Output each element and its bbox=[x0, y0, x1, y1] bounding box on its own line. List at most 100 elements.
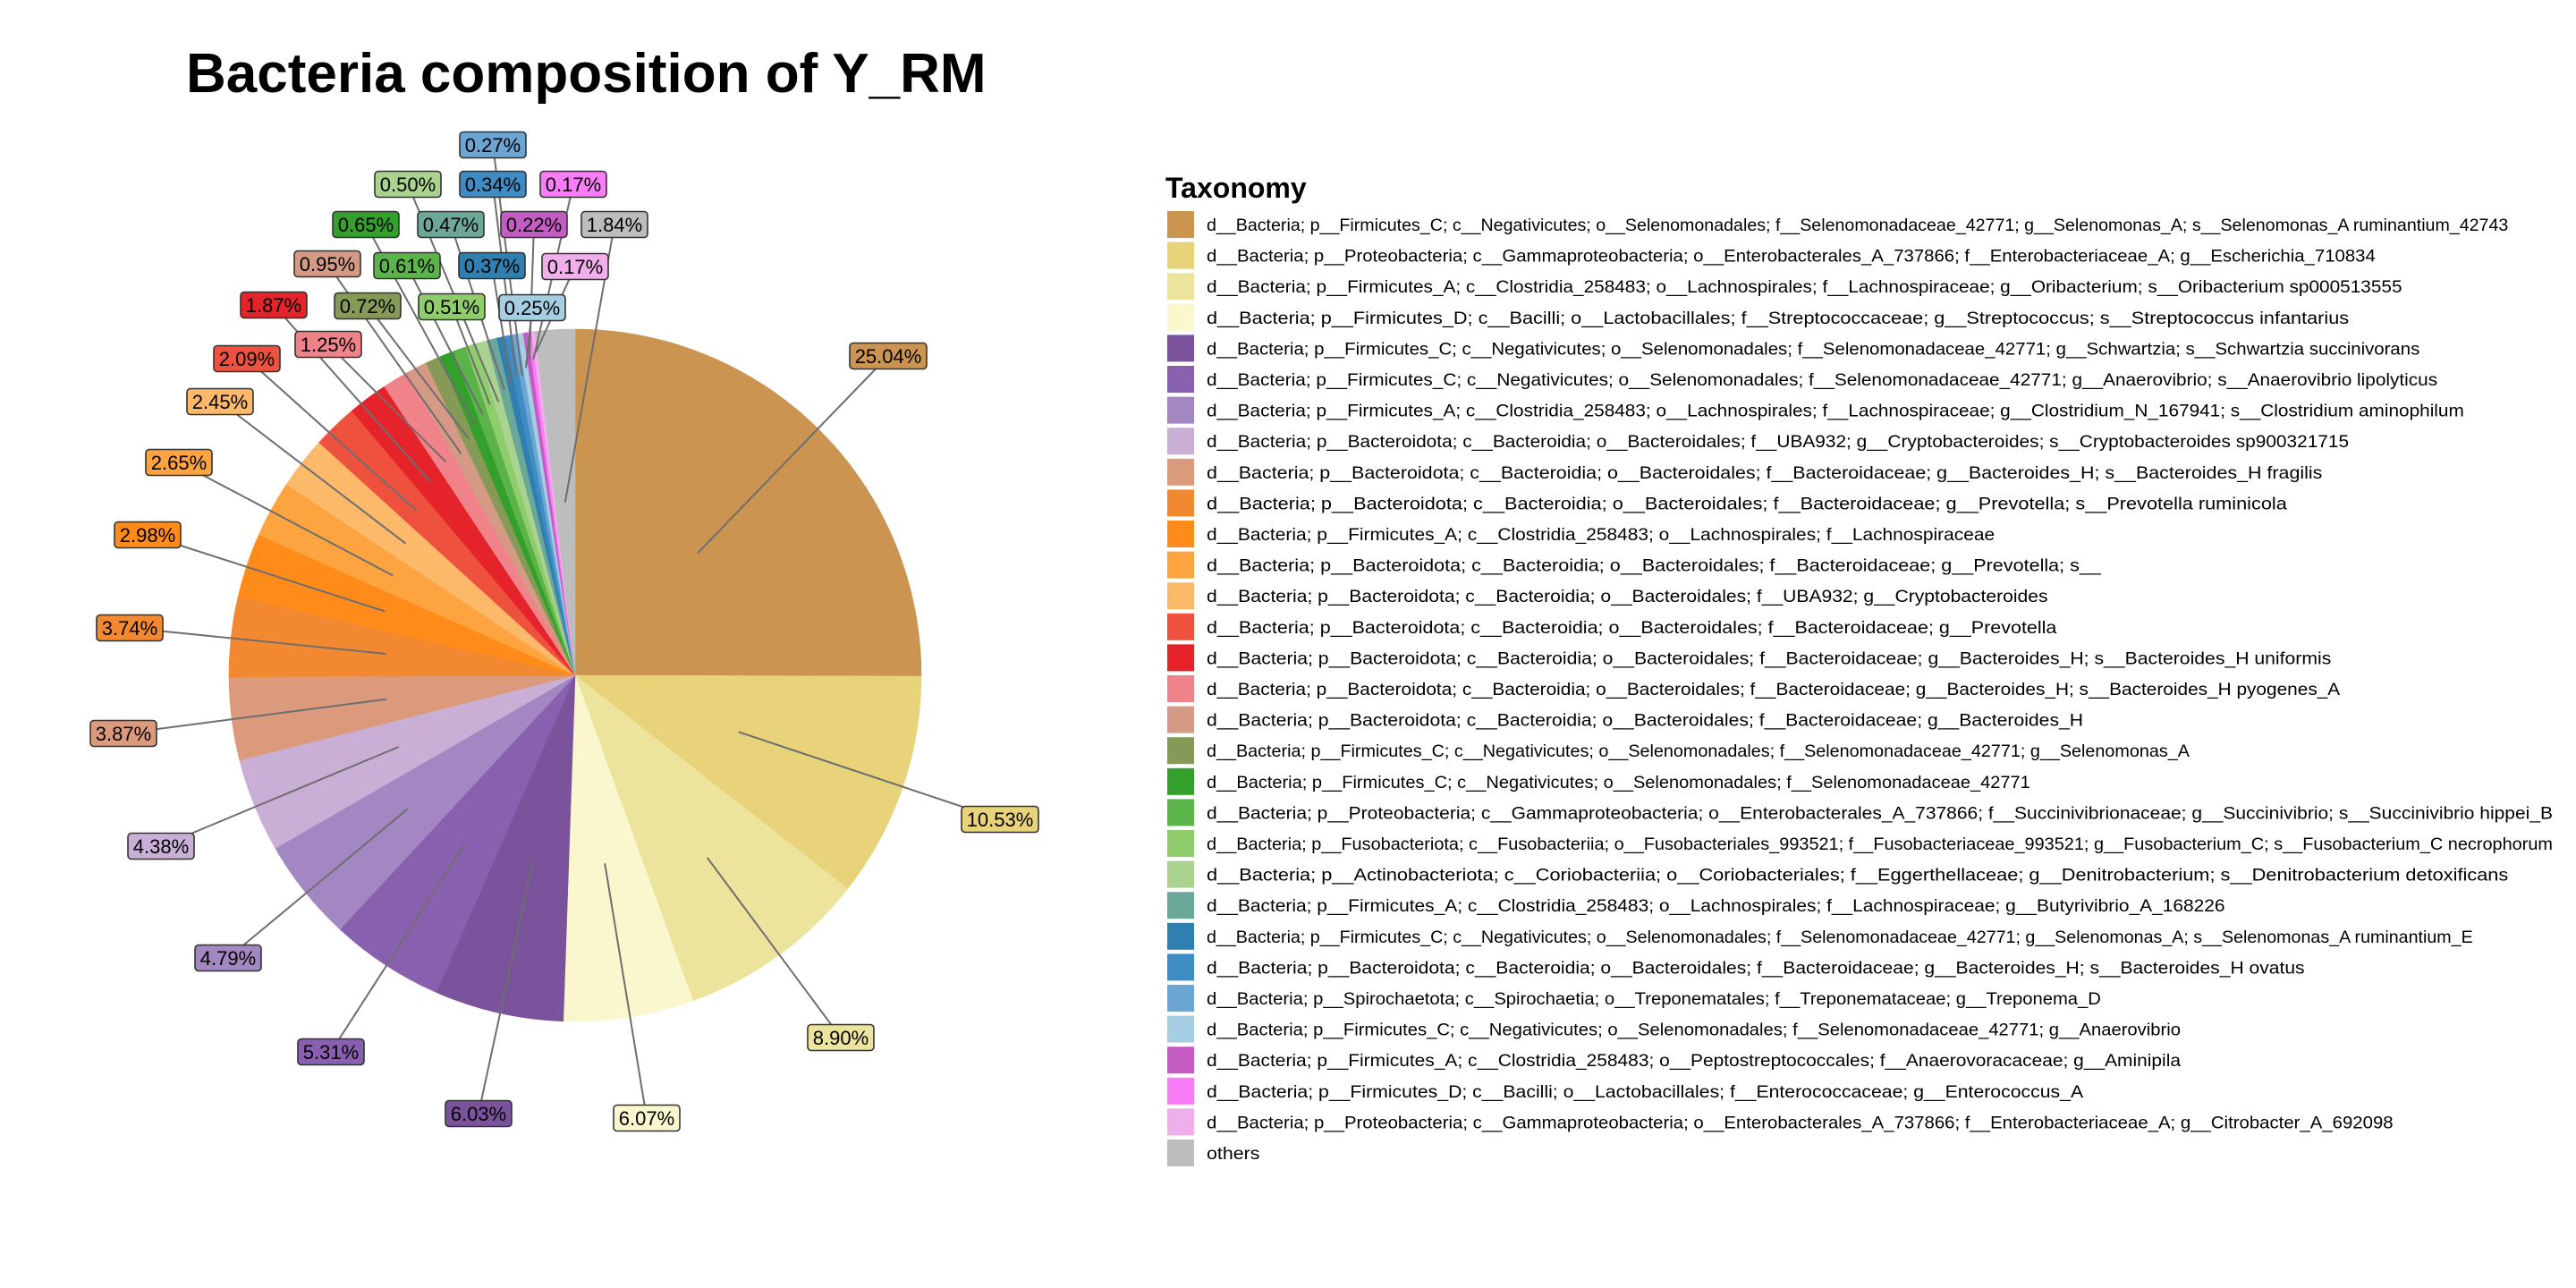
leader-line-10 bbox=[129, 627, 386, 655]
slice-label-19: 0.65% bbox=[332, 210, 400, 239]
legend-swatch-24 bbox=[1167, 922, 1194, 950]
slice-label-22: 0.50% bbox=[374, 170, 442, 199]
legend-swatch-21 bbox=[1167, 830, 1194, 857]
legend-swatch-18 bbox=[1167, 737, 1194, 765]
slice-label-text: 0.72% bbox=[340, 295, 395, 318]
leader-line-1 bbox=[697, 355, 889, 555]
slice-label-text: 0.37% bbox=[464, 255, 520, 277]
slice-label-10: 3.74% bbox=[96, 614, 164, 642]
legend-entry-19: d__Bacteria; p__Firmicutes_C; c__Negativ… bbox=[1207, 773, 2030, 792]
legend-swatch-23 bbox=[1167, 892, 1194, 919]
legend-swatch-11 bbox=[1167, 521, 1194, 547]
slice-label-2: 10.53% bbox=[961, 805, 1039, 834]
slice-label-text: 0.47% bbox=[423, 214, 479, 236]
legend-entry-9: d__Bacteria; p__Bacteroidota; c__Bactero… bbox=[1207, 463, 2323, 483]
legend-swatch-5 bbox=[1167, 335, 1194, 362]
slice-label-23: 0.47% bbox=[417, 210, 485, 239]
slice-label-5: 6.03% bbox=[445, 1099, 513, 1128]
legend-entry-8: d__Bacteria; p__Bacteroidota; c__Bactero… bbox=[1207, 432, 2349, 452]
legend-swatch-14 bbox=[1167, 613, 1194, 640]
slice-label-text: 0.27% bbox=[465, 134, 521, 157]
slice-label-box bbox=[334, 292, 402, 320]
leader-line-7 bbox=[227, 808, 409, 959]
legend-entry-10: d__Bacteria; p__Bacteroidota; c__Bactero… bbox=[1207, 494, 2287, 513]
legend-swatch-6 bbox=[1167, 366, 1194, 393]
slice-label-26: 0.27% bbox=[459, 131, 527, 159]
legend-entry-14: d__Bacteria; p__Bacteroidota; c__Bactero… bbox=[1207, 618, 2057, 638]
leader-line-14 bbox=[246, 358, 418, 512]
slice-label-box bbox=[418, 292, 486, 321]
chart-title: Bacteria composition of Y_RM bbox=[186, 43, 987, 105]
legend-entry-31: others bbox=[1207, 1144, 1260, 1164]
slice-label-text: 0.95% bbox=[300, 253, 355, 275]
slice-label-box bbox=[374, 170, 442, 199]
slice-label-text: 25.04% bbox=[855, 345, 922, 368]
pie-slice-1 bbox=[574, 328, 922, 677]
slice-label-27: 0.25% bbox=[498, 293, 566, 322]
slice-label-text: 6.03% bbox=[451, 1103, 506, 1125]
legend-swatch-10 bbox=[1167, 489, 1194, 517]
slice-label-28: 0.22% bbox=[500, 210, 568, 239]
slice-label-box bbox=[194, 944, 262, 972]
slice-label-text: 0.51% bbox=[424, 296, 479, 318]
legend-entry-5: d__Bacteria; p__Firmicutes_C; c__Negativ… bbox=[1207, 339, 2420, 359]
slice-label-text: 4.38% bbox=[133, 835, 189, 858]
slice-label-box bbox=[459, 131, 527, 159]
legend-entry-24: d__Bacteria; p__Firmicutes_C; c__Negativ… bbox=[1207, 928, 2473, 947]
legend-entry-21: d__Bacteria; p__Fusobacteriota; c__Fusob… bbox=[1207, 835, 2553, 854]
slice-label-box bbox=[458, 251, 526, 280]
slice-labels: 25.04% 10.53% 8.90% 6.07% 6.03% 5.31% 4.79% 4.3… bbox=[89, 131, 1039, 1132]
legend-swatch-22 bbox=[1167, 860, 1194, 888]
leader-line-8 bbox=[160, 746, 400, 847]
legend-entry-23: d__Bacteria; p__Firmicutes_A; c__Clostri… bbox=[1207, 896, 2225, 916]
legend-entry-27: d__Bacteria; p__Firmicutes_C; c__Negativ… bbox=[1207, 1021, 2181, 1040]
slice-label-text: 0.25% bbox=[504, 297, 560, 319]
legend-swatch-29 bbox=[1167, 1077, 1194, 1105]
slice-label-text: 10.53% bbox=[967, 809, 1034, 831]
slice-label-text: 1.25% bbox=[301, 334, 356, 356]
legend-entry-26: d__Bacteria; p__Spirochaetota; c__Spiroc… bbox=[1207, 989, 2101, 1009]
slice-label-9: 3.87% bbox=[89, 719, 157, 748]
slice-label-box bbox=[89, 719, 157, 748]
legend-swatch-12 bbox=[1167, 551, 1194, 579]
slice-label-8: 4.38% bbox=[127, 832, 195, 860]
legend-swatch-19 bbox=[1167, 767, 1194, 795]
legend-entry-28: d__Bacteria; p__Firmicutes_A; c__Clostri… bbox=[1207, 1051, 2181, 1071]
slice-label-box bbox=[96, 614, 164, 642]
slice-label-text: 8.90% bbox=[813, 1027, 869, 1049]
pie-slice-4 bbox=[563, 674, 694, 1022]
slice-label-3: 8.90% bbox=[807, 1023, 875, 1052]
leader-line-2 bbox=[738, 731, 1001, 820]
slice-label-text: 2.45% bbox=[192, 391, 248, 413]
slice-label-21: 0.51% bbox=[418, 292, 486, 321]
leader-line-16 bbox=[327, 343, 447, 463]
legend-swatch-1 bbox=[1167, 211, 1194, 238]
legend-swatch-7 bbox=[1167, 396, 1194, 424]
legend-swatch-30 bbox=[1167, 1108, 1194, 1136]
legend-swatch-28 bbox=[1167, 1046, 1194, 1074]
pie-slice-3 bbox=[574, 674, 849, 1002]
slice-label-text: 2.65% bbox=[151, 452, 207, 474]
slice-label-text: 3.87% bbox=[96, 723, 151, 745]
slice-label-box bbox=[293, 250, 361, 278]
legend-swatch-4 bbox=[1167, 303, 1194, 331]
slice-label-box bbox=[240, 291, 308, 319]
slice-label-text: 2.98% bbox=[120, 524, 175, 547]
slice-label-1: 25.04% bbox=[849, 342, 928, 370]
slice-label-text: 0.65% bbox=[338, 214, 394, 236]
slice-label-box bbox=[541, 252, 609, 281]
legend-entry-17: d__Bacteria; p__Bacteroidota; c__Bactero… bbox=[1207, 711, 2083, 731]
slice-label-box bbox=[445, 1099, 513, 1128]
legend-entry-29: d__Bacteria; p__Firmicutes_D; c__Bacilli… bbox=[1207, 1082, 2083, 1102]
slice-label-box bbox=[213, 344, 281, 373]
legend-swatch-8 bbox=[1167, 428, 1194, 455]
leader-line-4 bbox=[604, 863, 648, 1119]
slice-label-box bbox=[807, 1023, 875, 1052]
slice-label-box bbox=[373, 251, 441, 280]
slice-label-text: 0.22% bbox=[506, 214, 562, 236]
legend-swatch-2 bbox=[1167, 242, 1194, 269]
slice-label-box bbox=[294, 330, 362, 359]
legend-entry-3: d__Bacteria; p__Firmicutes_A; c__Clostri… bbox=[1207, 277, 2402, 297]
slice-label-text: 5.31% bbox=[303, 1041, 359, 1063]
